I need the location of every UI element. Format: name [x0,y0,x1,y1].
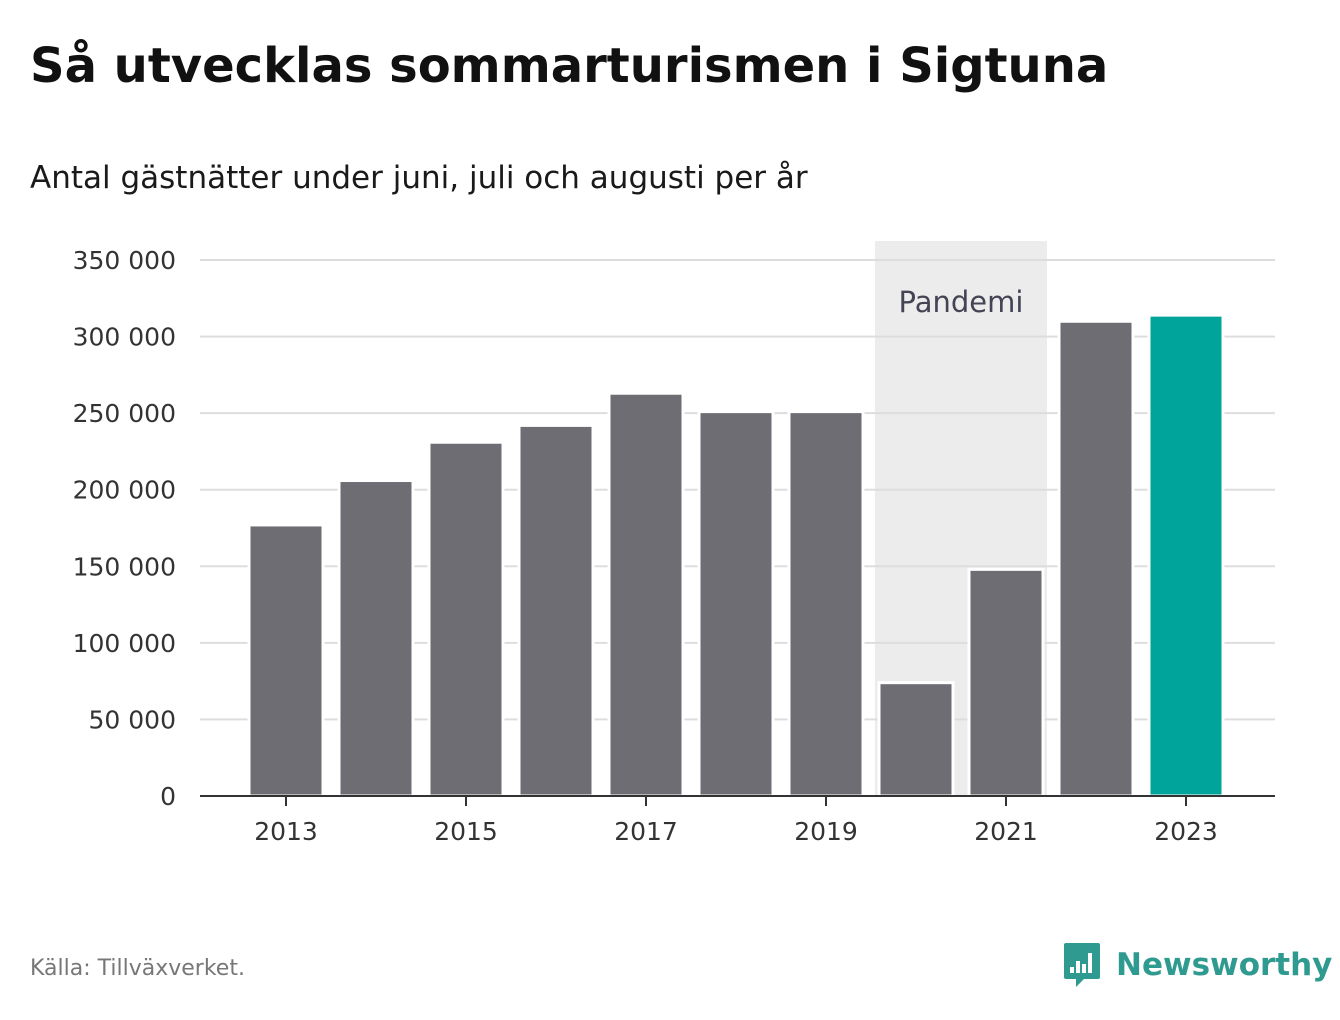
chart-subtitle: Antal gästnätter under juni, juli och au… [30,160,808,196]
chart-title: Så utvecklas sommarturismen i Sigtuna [30,38,1109,94]
y-tick-label: 50 000 [89,705,176,734]
bar-2015 [427,440,505,798]
x-tick-label: 2017 [614,817,678,846]
brand-logo: Newsworthy [1062,940,1332,990]
y-tick-label: 350 000 [73,246,176,275]
brand-name: Newsworthy [1116,947,1333,983]
x-tick-label: 2013 [254,817,318,846]
y-tick-label: 150 000 [73,552,176,581]
pandemic-label: Pandemi [899,285,1024,319]
bar-2017 [607,391,685,798]
y-tick-label: 250 000 [73,399,176,428]
bar-2013 [247,523,325,798]
y-tick-label: 100 000 [73,629,176,658]
bar-2018 [697,410,775,798]
x-tick-label: 2015 [434,817,498,846]
newsworthy-logo-icon [1064,943,1100,987]
y-tick-label: 200 000 [73,476,176,505]
bar-2019 [787,410,865,798]
bar-2016 [517,423,595,798]
bar-2023 [1147,313,1225,798]
bar-2022 [1057,319,1135,798]
x-tick-label: 2023 [1154,817,1218,846]
y-tick-label: 0 [160,782,176,811]
x-tick-label: 2021 [974,817,1038,846]
source-note: Källa: Tillväxverket. [30,956,245,981]
x-tick-label: 2019 [794,817,858,846]
y-tick-label: 300 000 [73,323,176,352]
bar-2021 [967,567,1045,798]
bar-2014 [337,479,415,798]
bar-2020 [877,681,955,798]
